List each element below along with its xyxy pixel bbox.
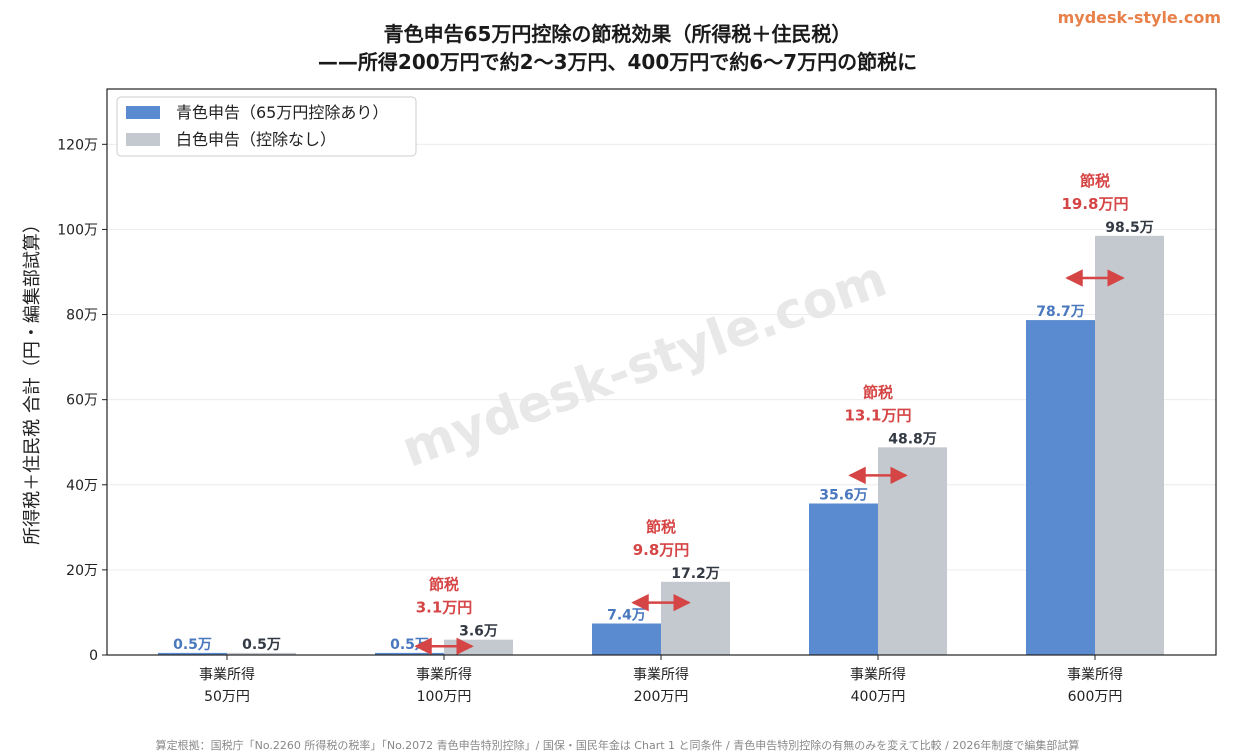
brand-label: mydesk-style.com: [1057, 8, 1221, 27]
bar-blue: [158, 652, 227, 655]
y-tick-label: 20万: [66, 563, 98, 579]
legend-swatch: [126, 133, 160, 146]
bars-layer: [158, 235, 1164, 655]
bar-blue: [1026, 320, 1095, 655]
legend-label: 青色申告（65万円控除あり）: [176, 103, 388, 122]
bar-white: [661, 581, 730, 655]
x-tick-label: 事業所得: [850, 666, 906, 683]
chart-title: 青色申告65万円控除の節税効果（所得税＋住民税）: [383, 22, 852, 46]
y-tick-label: 40万: [66, 478, 98, 494]
bar-blue: [375, 652, 444, 655]
legend: 青色申告（65万円控除あり） 白色申告（控除なし）: [116, 96, 417, 157]
x-tick-label: 200万円: [634, 689, 689, 705]
bar-value-label: 98.5万: [1105, 220, 1154, 236]
y-tick-label: 80万: [66, 308, 98, 324]
y-axis-label: 所得税＋住民税 合計（円・編集部試算）: [22, 215, 43, 545]
bar-blue: [592, 623, 661, 655]
savings-label-title: 節税: [429, 576, 459, 594]
legend-label: 白色申告（控除なし）: [176, 130, 336, 149]
bar-value-label: 35.6万: [819, 487, 868, 503]
x-tick-label: 事業所得: [1067, 666, 1123, 683]
y-tick-label: 120万: [57, 137, 98, 153]
x-tick-label: 事業所得: [199, 666, 255, 683]
x-tick-label: 400万円: [851, 689, 906, 705]
bar-white: [227, 652, 296, 655]
bar-value-label: 3.6万: [459, 624, 498, 640]
bar-value-label: 48.8万: [888, 431, 937, 447]
y-tick-label: 0: [89, 648, 98, 664]
x-tick-label: 100万円: [417, 689, 472, 705]
bar-value-label: 0.5万: [173, 637, 212, 653]
x-tick-label: 50万円: [204, 689, 250, 705]
bar-white: [878, 447, 947, 655]
x-tick-label: 事業所得: [633, 666, 689, 683]
labels-layer: 0.5万 0.5万 0.5万 3.6万 7.4万 17.2万 35.6万 48.8万 78.7万…: [173, 172, 1154, 656]
plot-frame: [106, 88, 1217, 656]
bar-value-label: 0.5万: [390, 637, 429, 653]
bar-value-label: 78.7万: [1036, 304, 1085, 320]
savings-label-title: 節税: [1080, 172, 1110, 190]
savings-label-amount: 9.8万円: [633, 541, 690, 559]
footnote: 算定根拠：国税庁「No.2260 所得税の税率」「No.2072 青色申告特別控…: [155, 739, 1080, 752]
savings-label-title: 節税: [863, 383, 893, 401]
savings-label-amount: 13.1万円: [844, 406, 911, 424]
legend-swatch: [126, 106, 160, 119]
savings-label-amount: 19.8万円: [1061, 195, 1128, 213]
chart-subtitle: ——所得200万円で約2〜3万円、400万円で約6〜7万円の節税に: [317, 50, 918, 74]
savings-label-amount: 3.1万円: [416, 599, 473, 617]
y-tick-label: 100万: [57, 222, 98, 238]
savings-label-title: 節税: [646, 518, 676, 536]
bar-value-label: 7.4万: [607, 608, 646, 624]
bar-value-label: 0.5万: [242, 637, 281, 653]
bar-white: [1095, 235, 1164, 655]
x-tick-label: 事業所得: [416, 666, 472, 683]
chart-svg: mydesk-style.com 0.5万 0.5万 0.5万 3.6万 7.4万 17.…: [22, 88, 1217, 705]
legend-box: [116, 96, 417, 157]
bar-blue: [809, 503, 878, 655]
y-tick-label: 60万: [66, 393, 98, 409]
x-tick-label: 600万円: [1068, 689, 1123, 705]
bar-value-label: 17.2万: [671, 566, 720, 582]
watermark: mydesk-style.com: [394, 249, 894, 478]
